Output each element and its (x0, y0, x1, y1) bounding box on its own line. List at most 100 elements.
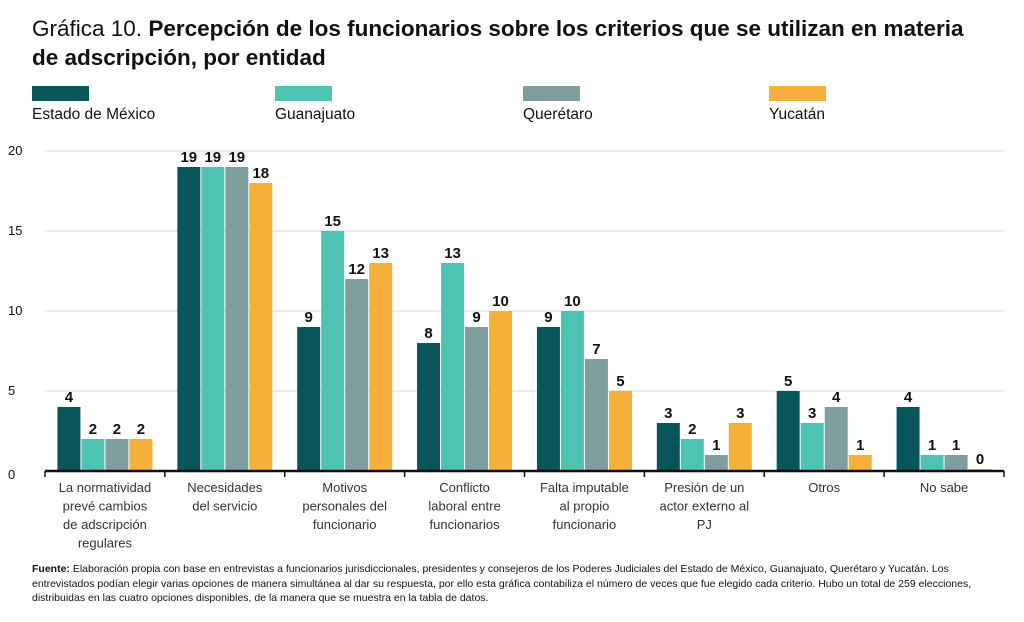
legend-swatch-yucatan (769, 86, 826, 101)
bar (321, 231, 345, 471)
bar-value-label: 4 (904, 389, 913, 406)
x-category-label: funcionarios (430, 517, 501, 532)
bar (944, 455, 968, 471)
source-lead: Fuente: (32, 563, 70, 575)
x-category-label: regulares (78, 536, 133, 551)
x-category-label: No sabe (920, 480, 968, 495)
chart-title: Gráfica 10. Percepción de los funcionari… (32, 14, 992, 72)
bar (465, 327, 489, 471)
bar (728, 423, 752, 471)
x-category-label: prevé cambios (63, 499, 148, 514)
bar (441, 263, 465, 471)
bar (105, 439, 129, 471)
x-category-label: Presión de un (664, 480, 744, 495)
bar-value-label: 15 (324, 213, 341, 230)
legend: Estado de México Guanajuato Querétaro Yu… (0, 86, 1024, 130)
x-category-label: Falta imputable (540, 480, 629, 495)
bar (824, 407, 848, 471)
bar-value-label: 7 (592, 341, 600, 358)
x-category-label: del servicio (192, 499, 257, 514)
bar-chart: 0510152041998935421915131023121912971412… (8, 143, 1005, 551)
bar-value-label: 8 (424, 325, 432, 342)
bar (369, 263, 393, 471)
legend-item-estado-de-mexico: Estado de México (32, 86, 155, 124)
bar-value-label: 2 (113, 421, 121, 438)
bar (489, 311, 513, 471)
bar-value-label: 5 (784, 373, 792, 390)
bar (656, 423, 680, 471)
y-tick-label: 15 (8, 223, 22, 238)
bar-value-label: 5 (616, 373, 624, 390)
legend-item-queretaro: Querétaro (523, 86, 593, 124)
bar (225, 167, 249, 471)
x-category-label: funcionario (553, 517, 617, 532)
bar (536, 327, 560, 471)
legend-label-queretaro: Querétaro (523, 106, 593, 123)
source-note: Fuente: Elaboración propia con base en e… (32, 562, 1007, 606)
bar-value-label: 2 (137, 421, 145, 438)
legend-swatch-estado-de-mexico (32, 86, 89, 101)
bar-value-label: 3 (664, 405, 672, 422)
y-tick-label: 0 (8, 467, 15, 482)
legend-label-yucatan: Yucatán (769, 106, 826, 123)
bar-value-label: 18 (252, 165, 269, 182)
y-tick-label: 5 (8, 383, 15, 398)
x-category-label: actor externo al (660, 499, 750, 514)
x-category-label: al propio (560, 499, 610, 514)
bar-value-label: 4 (65, 389, 74, 406)
x-category-label: Otros (808, 480, 840, 495)
bar-value-label: 19 (180, 149, 197, 166)
x-category-label: funcionario (313, 517, 377, 532)
bar-value-label: 9 (544, 309, 552, 326)
bar (81, 439, 105, 471)
x-category-label: La normatividad (59, 480, 152, 495)
bar-value-label: 10 (564, 293, 581, 310)
bar-value-label: 2 (688, 421, 696, 438)
bar (776, 391, 800, 471)
bar (800, 423, 824, 471)
bar-value-label: 9 (472, 309, 480, 326)
bar-value-label: 3 (736, 405, 744, 422)
chart-title-main: Percepción de los funcionarios sobre los… (32, 16, 964, 70)
bar-value-label: 19 (228, 149, 245, 166)
bar-value-label: 13 (372, 245, 389, 262)
bar (608, 391, 632, 471)
legend-label-guanajuato: Guanajuato (275, 106, 356, 123)
x-category-label: Conflicto (439, 480, 490, 495)
bar (345, 279, 369, 471)
bar (560, 311, 584, 471)
bar (584, 359, 608, 471)
bar (57, 407, 81, 471)
y-tick-label: 20 (8, 143, 22, 158)
bar-value-label: 1 (952, 437, 960, 454)
x-category-label: personales del (302, 499, 387, 514)
bar (201, 167, 225, 471)
bar-value-label: 2 (89, 421, 97, 438)
bar (417, 343, 441, 471)
legend-item-guanajuato: Guanajuato (275, 86, 355, 124)
legend-swatch-queretaro (523, 86, 580, 101)
bar (704, 455, 728, 471)
bar-value-label: 3 (808, 405, 816, 422)
bar-value-label: 9 (305, 309, 313, 326)
legend-item-yucatan: Yucatán (769, 86, 826, 124)
bar-value-label: 1 (856, 437, 864, 454)
bar-value-label: 0 (976, 451, 984, 468)
bar (920, 455, 944, 471)
x-category-label: de adscripción (63, 517, 147, 532)
bar-value-label: 12 (348, 261, 365, 278)
source-text: Elaboración propia con base en entrevist… (32, 563, 972, 604)
bar (848, 455, 872, 471)
bar (896, 407, 920, 471)
chart-title-prefix: Gráfica 10. (32, 16, 143, 41)
bar-value-label: 4 (832, 389, 841, 406)
bar-value-label: 1 (712, 437, 720, 454)
legend-label-estado-de-mexico: Estado de México (32, 106, 156, 123)
bar (680, 439, 704, 471)
x-category-label: PJ (697, 517, 712, 532)
bar (249, 183, 273, 471)
bar (297, 327, 321, 471)
bar-value-label: 10 (492, 293, 509, 310)
x-category-label: Necesidades (187, 480, 263, 495)
bar (177, 167, 201, 471)
